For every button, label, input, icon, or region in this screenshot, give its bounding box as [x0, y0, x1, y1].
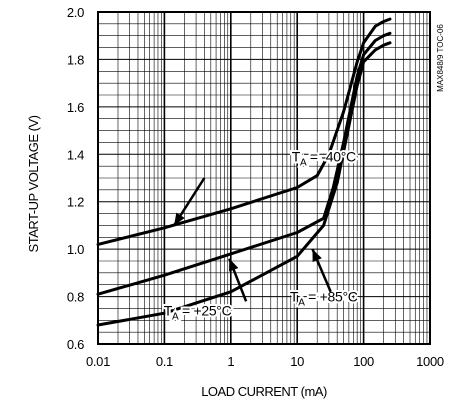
y-axis-label: START-UP VOLTAGE (V)	[26, 115, 41, 252]
curves	[96, 17, 392, 327]
series-label-1: TA = +25°C	[164, 303, 232, 323]
x-tick-label: 1	[227, 354, 234, 369]
y-tick-label: 1.8	[67, 52, 84, 67]
series-line-2	[96, 41, 392, 327]
series-line-1	[96, 31, 392, 296]
y-tick-label: 0.6	[67, 337, 84, 352]
annotations: TA = -40°C TA = +25°C TA = +85°C	[162, 146, 360, 324]
x-tick-label: 0.1	[156, 354, 173, 369]
x-tick-label: 0.01	[86, 354, 110, 369]
annotation-arrowhead-0	[174, 212, 185, 226]
annotation-arrowhead-2	[312, 249, 322, 263]
grid	[97, 11, 430, 345]
annotation-arrowhead-1	[229, 258, 239, 272]
y-tick-label: 1.0	[67, 242, 84, 257]
series-line-0	[96, 17, 392, 246]
figure-id: MAX848/9 TOC-06	[436, 24, 445, 92]
y-tick-label: 1.4	[67, 147, 84, 162]
series-label-0: TA = -40°C	[292, 148, 356, 168]
y-tick-label: 2.0	[67, 5, 84, 20]
y-tick-label: 0.8	[67, 290, 84, 305]
x-axis-label: LOAD CURRENT (mA)	[201, 384, 327, 399]
x-tick-label: 10	[290, 354, 304, 369]
plot-frame	[97, 11, 431, 345]
y-tick-label: 1.2	[67, 195, 84, 210]
x-tick-label: 1000	[416, 354, 444, 369]
x-tick-label: 100	[353, 354, 374, 369]
tick-labels: 0.01 0.1 1 10 100 1000 0.6 0.8 1.0 1.2 1.4 1.6 1.8 2.…	[67, 5, 444, 369]
y-tick-label: 1.6	[67, 100, 84, 115]
series-label-2: TA = +85°C	[290, 288, 358, 308]
